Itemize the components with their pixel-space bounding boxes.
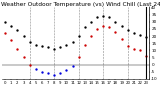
Title: Milwaukee Weather Outdoor Temperature (vs) Wind Chill (Last 24 Hours): Milwaukee Weather Outdoor Temperature (v… — [0, 2, 160, 7]
